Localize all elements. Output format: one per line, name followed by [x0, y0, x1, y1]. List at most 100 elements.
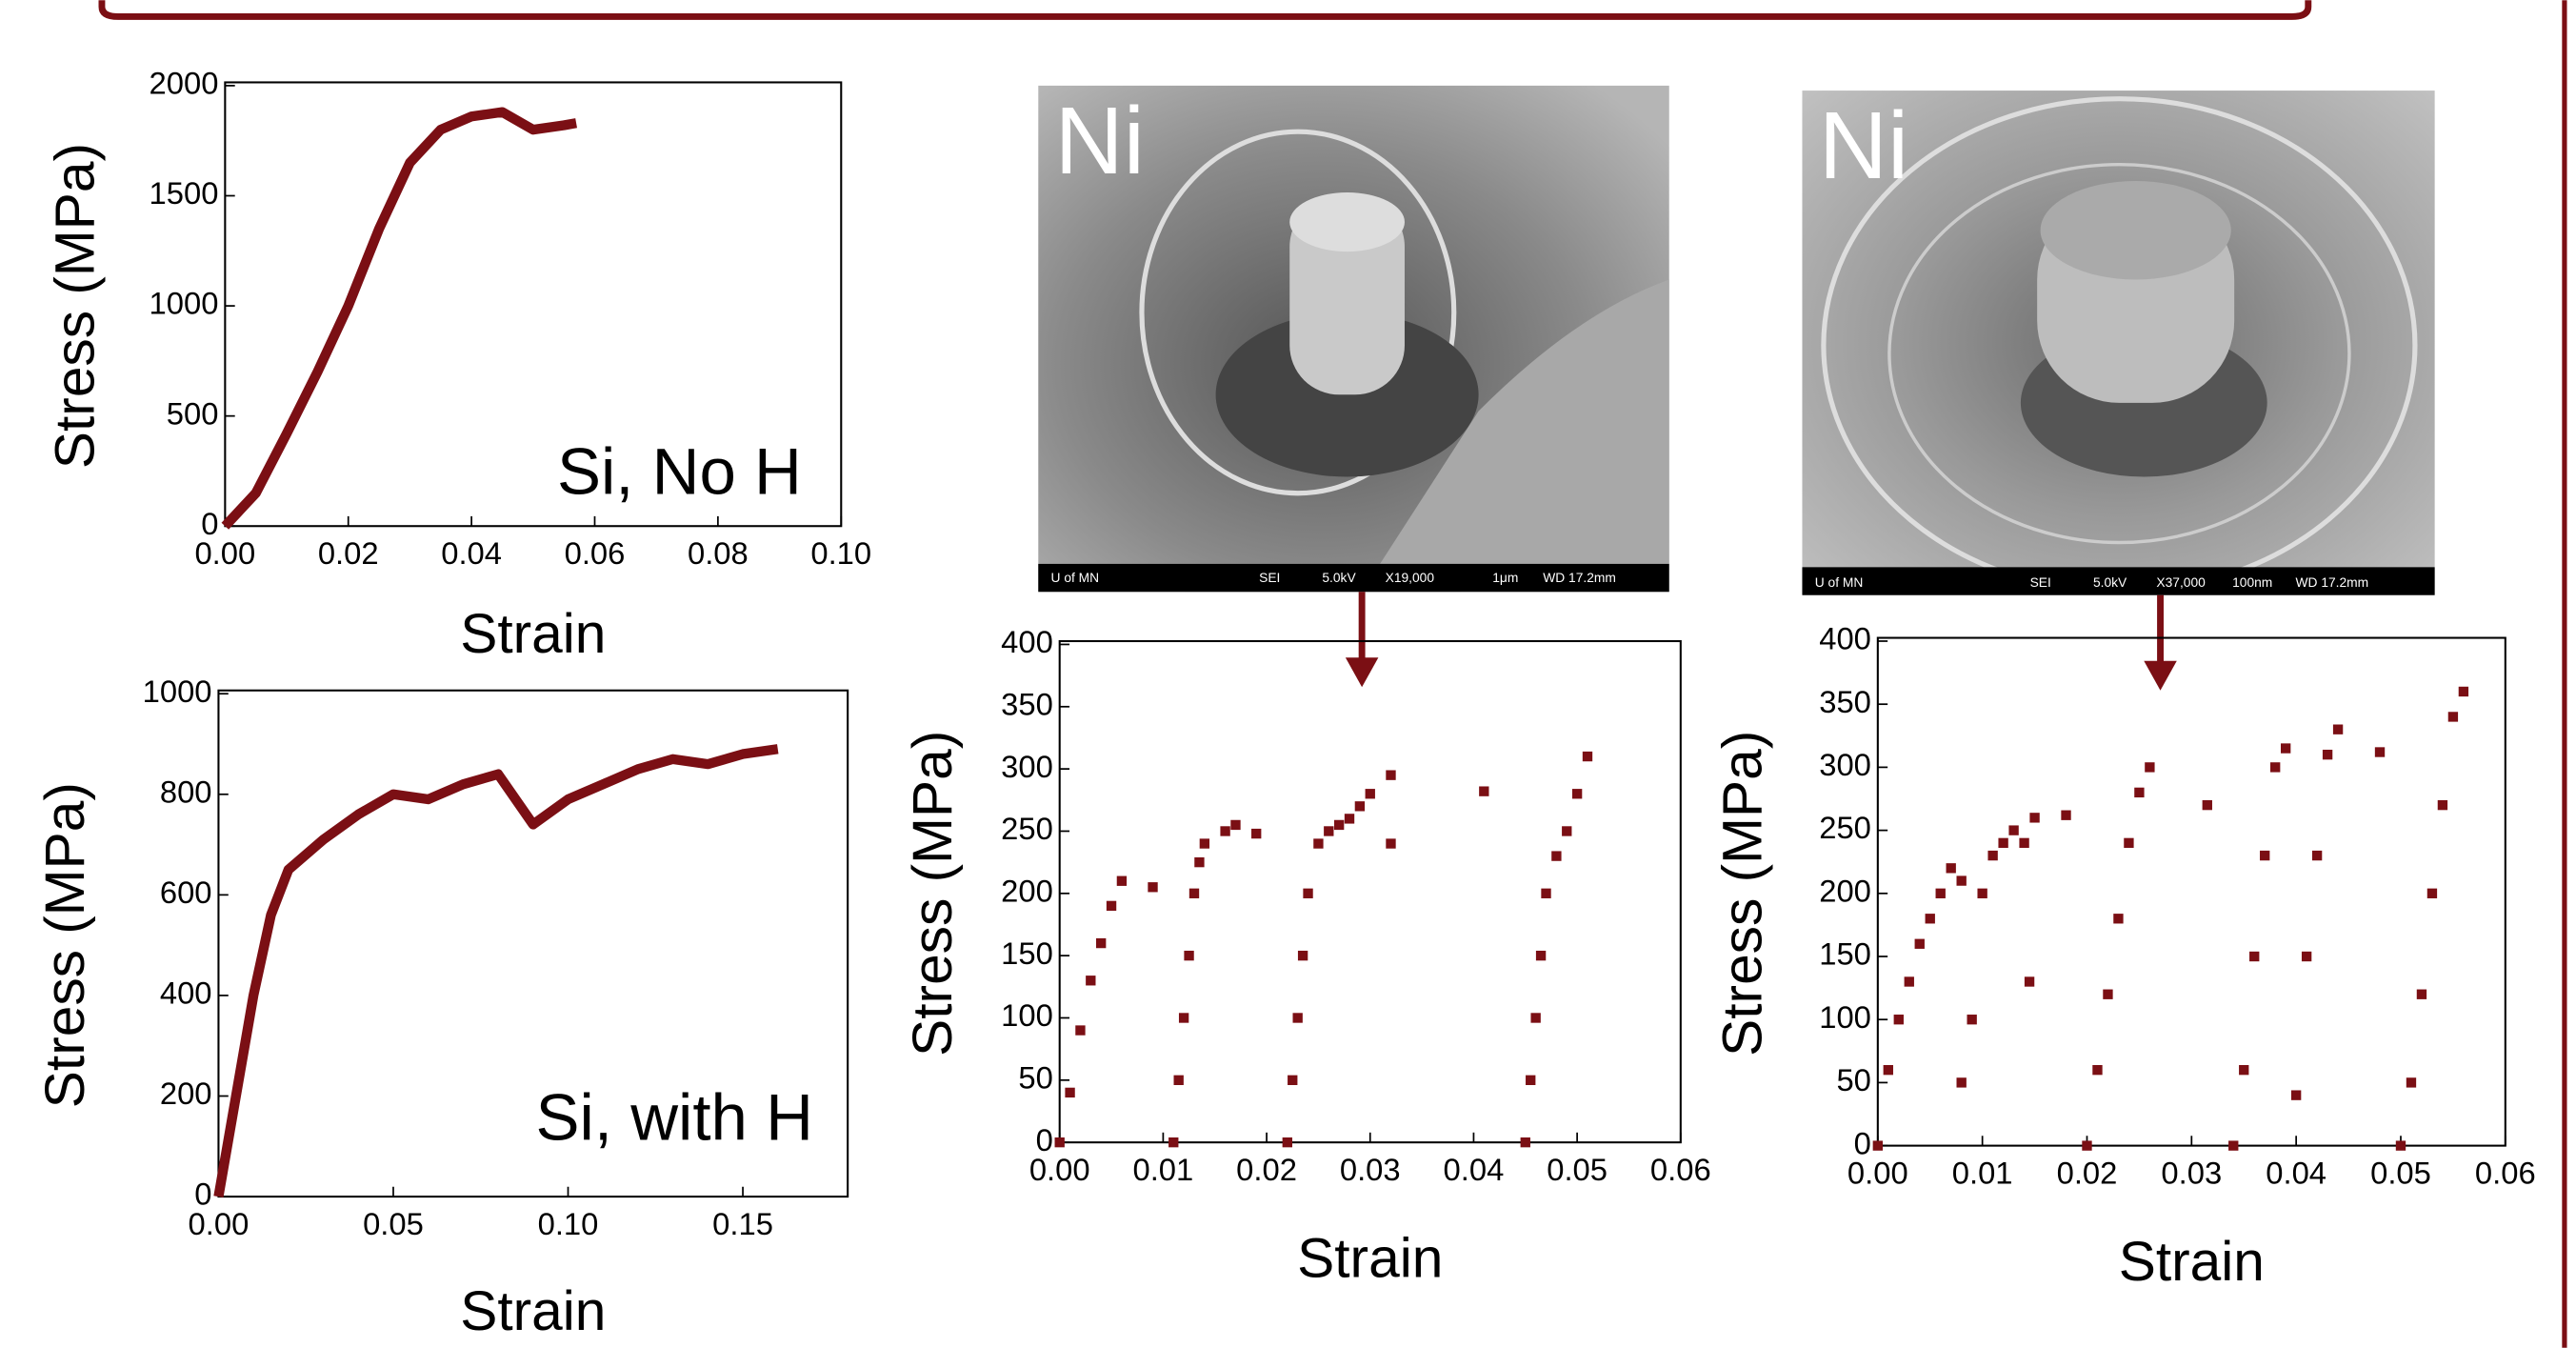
- sem-image: [1038, 85, 1669, 593]
- data-point: [1386, 770, 1396, 780]
- y-tick-label: 250: [1001, 811, 1053, 846]
- data-point: [2290, 1090, 2302, 1100]
- image-info: X37,000: [2156, 575, 2206, 590]
- data-point: [1904, 976, 1914, 987]
- data-point: [2332, 724, 2344, 734]
- y-tick-label: 500: [167, 395, 219, 431]
- data-point: [1956, 875, 1967, 886]
- y-tick-label: 250: [1819, 810, 1871, 845]
- x-axis-label: Strain: [460, 603, 606, 665]
- data-point: [1178, 1013, 1189, 1023]
- data-point: [1313, 838, 1324, 849]
- chart: 0 500 1000 1500 2000 0.00 0.02 0.04 0.06 0.08 0.10…: [44, 66, 871, 665]
- x-axis-label: Strain: [460, 1280, 606, 1342]
- x-tick-label: 0.04: [441, 535, 502, 571]
- data-point: [2145, 762, 2155, 773]
- data-point: [1535, 950, 1547, 961]
- image-info: U of MN: [1815, 575, 1864, 590]
- data-point: [2239, 1064, 2249, 1076]
- data-point: [1086, 976, 1096, 986]
- data-point: [1914, 938, 1925, 949]
- y-tick-label: 800: [160, 774, 212, 809]
- data-point: [1194, 856, 1205, 868]
- data-point: [2322, 749, 2333, 760]
- data-point: [2124, 837, 2134, 849]
- data-point: [1324, 826, 1334, 836]
- x-tick-label: 0.05: [2370, 1155, 2431, 1190]
- y-tick-label: 0: [194, 1177, 211, 1212]
- x-tick-label: 0.00: [1029, 1152, 1090, 1187]
- x-axis-label: Strain: [1297, 1228, 1443, 1290]
- x-tick-label: 0.00: [189, 1206, 250, 1241]
- image-label: Ni: [1055, 88, 1145, 194]
- data-point: [1551, 851, 1562, 861]
- data-point: [1096, 937, 1107, 949]
- y-tick-label: 200: [1819, 873, 1871, 908]
- data-point: [1220, 826, 1230, 836]
- data-point: [1106, 900, 1117, 912]
- data-point: [1541, 888, 1551, 898]
- chart: 0 200 400 600 800 1000 0.00 0.05 0.10 0.15 Strain S…: [34, 674, 849, 1342]
- data-line: [213, 744, 779, 1197]
- data-point: [1872, 1140, 1883, 1151]
- data-point: [2437, 799, 2448, 811]
- data-point: [1526, 1075, 1536, 1085]
- data-point: [1148, 882, 1158, 893]
- y-axis-label: Stress (MPa): [34, 782, 96, 1108]
- y-tick-label: 400: [1001, 624, 1053, 659]
- data-point: [1967, 1015, 1977, 1025]
- data-point: [2406, 1077, 2417, 1088]
- data-point: [2395, 1140, 2406, 1151]
- x-tick-label: 0.02: [2057, 1155, 2118, 1190]
- x-tick-label: 0.02: [1236, 1152, 1297, 1187]
- data-point: [1365, 789, 1375, 799]
- x-axis-label: Strain: [2119, 1231, 2265, 1293]
- image-info: SEI: [1259, 571, 1280, 585]
- y-tick-label: 200: [1001, 873, 1053, 908]
- data-point: [2416, 989, 2427, 999]
- y-axis-label: Stress (MPa): [902, 731, 964, 1056]
- x-tick-label: 0.03: [1340, 1152, 1401, 1187]
- image-info: 5.0kV: [1322, 571, 1356, 585]
- x-tick-label: 0.06: [2475, 1155, 2536, 1190]
- y-tick-label: 200: [160, 1076, 212, 1111]
- x-tick-label: 0.00: [194, 535, 255, 571]
- data-point: [2311, 850, 2323, 861]
- sem-image: [1802, 91, 2435, 595]
- data-point: [1173, 1075, 1184, 1085]
- data-point: [1479, 786, 1489, 796]
- y-tick-label: 100: [1819, 999, 1871, 1035]
- data-point: [2301, 951, 2312, 962]
- y-tick-label: 300: [1819, 747, 1871, 782]
- y-tick-label: 1500: [150, 175, 219, 211]
- data-point: [1188, 888, 1200, 898]
- y-tick-label: 1000: [150, 286, 219, 321]
- data-point: [2374, 747, 2386, 757]
- data-point: [1582, 751, 1593, 762]
- plot-frame: [217, 689, 849, 1198]
- data-point: [1520, 1137, 1530, 1148]
- arrow: [1345, 592, 2177, 691]
- data-point: [1987, 850, 1998, 861]
- data-point: [1292, 1013, 1303, 1023]
- y-tick-label: 150: [1819, 936, 1871, 972]
- x-tick-label: 0.06: [565, 535, 626, 571]
- x-tick-label: 0.01: [1952, 1155, 2013, 1190]
- y-tick-label: 0: [201, 506, 218, 541]
- data-point: [1288, 1075, 1298, 1085]
- y-tick-label: 400: [160, 976, 212, 1011]
- data-point: [2202, 799, 2212, 811]
- data-point: [2061, 810, 2071, 820]
- data-point: [1344, 814, 1355, 824]
- x-tick-label: 0.00: [1847, 1155, 1908, 1190]
- data-point: [1297, 950, 1308, 961]
- y-tick-label: 1000: [143, 674, 212, 709]
- data-point: [2103, 989, 2113, 999]
- x-tick-label: 0.05: [1547, 1152, 1608, 1187]
- image-info: 5.0kV: [2093, 575, 2127, 590]
- data-point: [2270, 762, 2281, 773]
- data-point: [1251, 828, 1262, 839]
- data-point: [1893, 1015, 1904, 1025]
- chart: 0 50 100 150 200 250 300 350 400 0.00 0.01 0.02 0.03…: [902, 624, 1711, 1289]
